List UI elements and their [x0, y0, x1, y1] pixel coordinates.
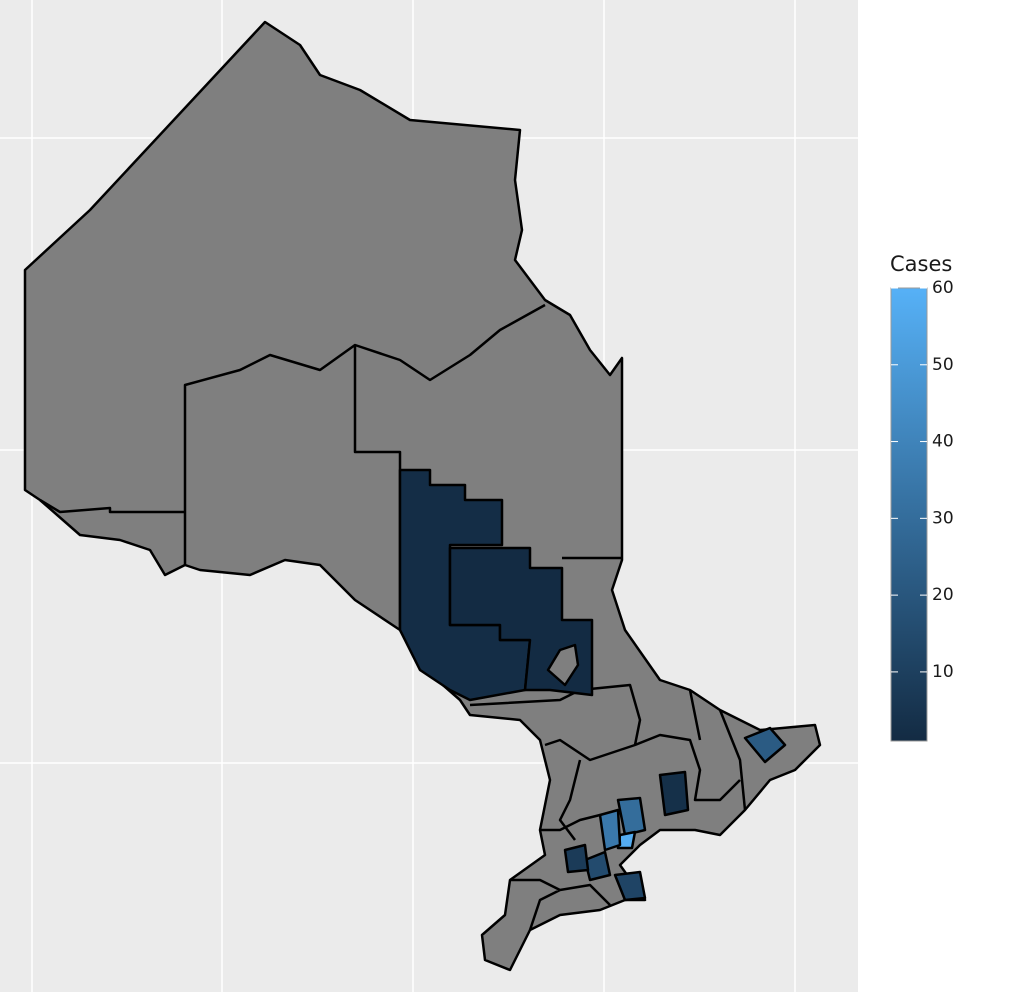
- colorbar-tick-label: 60: [932, 278, 954, 298]
- regions: [398, 468, 787, 902]
- region: [613, 870, 647, 902]
- colorbar-tick-label: 10: [932, 662, 954, 682]
- region: [743, 726, 787, 764]
- legend: Cases 10 20 30 40 50 60: [890, 252, 954, 742]
- boundary: [39, 498, 185, 514]
- region: [563, 843, 590, 874]
- region: [598, 808, 622, 852]
- colorbar-tick-label: 40: [932, 432, 954, 452]
- colorbar-tick-label: 50: [932, 355, 954, 375]
- legend-title: Cases: [890, 252, 952, 276]
- region: [583, 850, 612, 882]
- colorbar: [890, 287, 928, 742]
- colorbar-ticks: 10 20 30 40 50 60: [891, 278, 954, 682]
- boundary: [469, 683, 747, 931]
- region: [658, 770, 690, 817]
- region: [448, 546, 594, 697]
- boundaries: [39, 303, 747, 931]
- region: [616, 796, 647, 837]
- colorbar-tick-label: 20: [932, 585, 954, 605]
- colorbar-tick-label: 30: [932, 508, 954, 528]
